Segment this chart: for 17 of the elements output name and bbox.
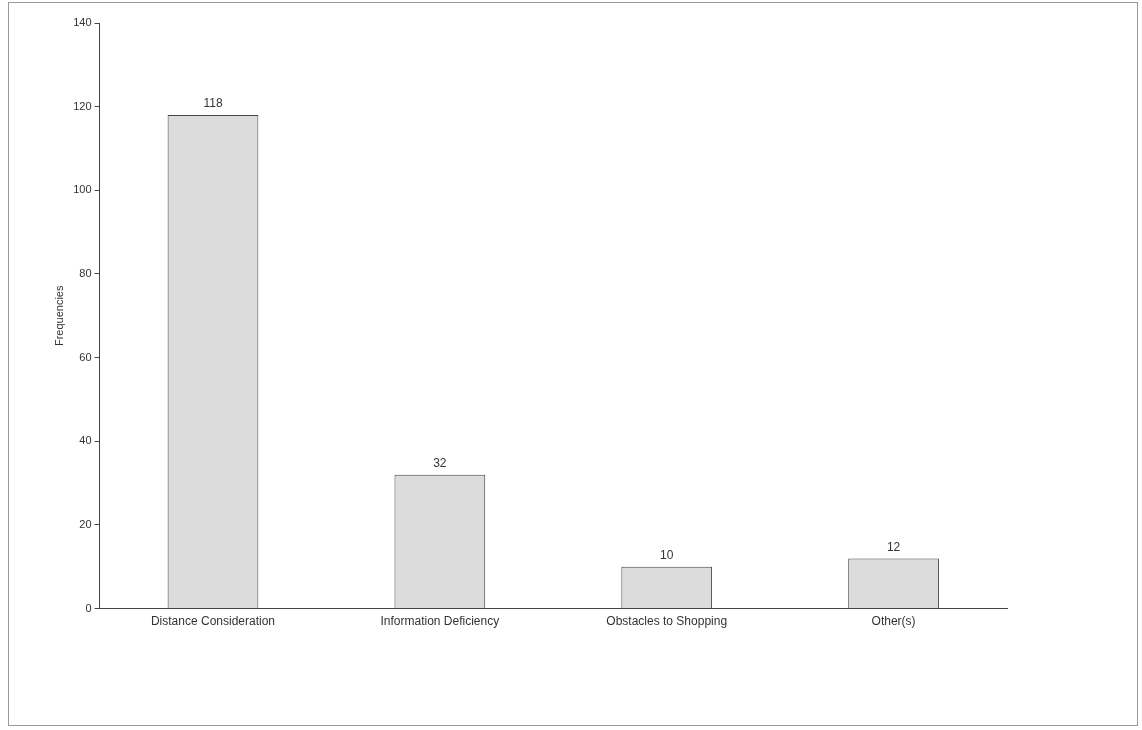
x-tick-label: Other(s) [871,614,916,629]
y-axis-title: Frequencies [52,285,65,347]
y-tick-label: 0 [85,601,92,614]
y-tick-label: 120 [73,99,92,112]
data-label: 10 [660,548,674,563]
y-tick-label: 20 [79,517,92,530]
x-tick-label: Information Deficiency [380,614,500,629]
x-tick-label: Distance Consideration [150,614,276,629]
y-tick-label: 40 [79,434,92,447]
y-tick-label: 100 [73,183,92,196]
data-label: 118 [203,96,223,111]
y-tick-label: 140 [73,16,92,29]
data-label: 12 [886,539,901,554]
y-tick-label: 80 [79,267,92,279]
x-tick-label: Obstacles to Shopping [606,614,728,629]
data-label: 32 [433,456,447,471]
y-tick-label: 60 [79,350,92,363]
